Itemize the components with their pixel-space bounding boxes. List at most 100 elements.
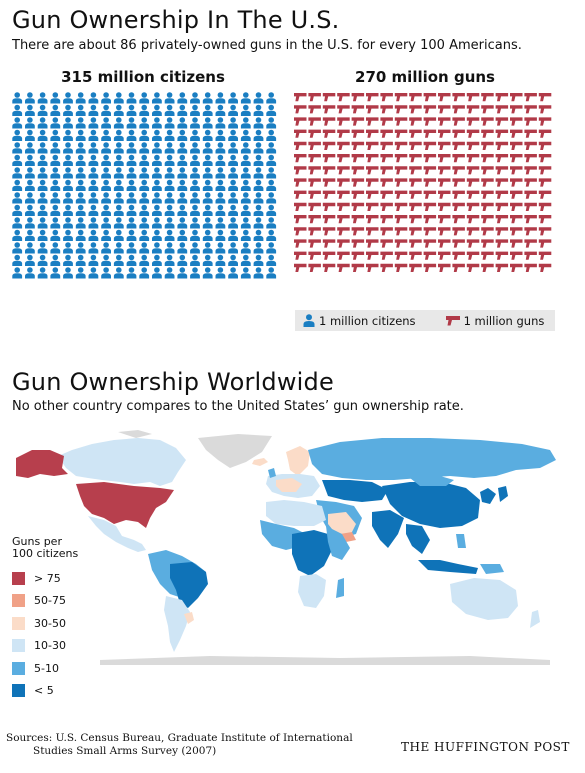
person-icon [12, 267, 23, 279]
pistol-icon [394, 239, 408, 248]
pistol-icon [524, 202, 537, 211]
person-icon [202, 254, 213, 266]
pistol-icon [466, 105, 480, 114]
pistol-icon [409, 105, 422, 114]
pistol-icon [524, 166, 537, 175]
pistol-icon [409, 202, 422, 211]
yemen [340, 532, 356, 542]
pistol-icon [481, 141, 494, 150]
person-icon [25, 229, 35, 241]
pistol-icon [351, 129, 365, 138]
person-icon [101, 167, 111, 179]
person-icon [75, 204, 86, 216]
pistol-icon [351, 141, 365, 150]
pistol-icon [409, 263, 422, 272]
person-icon [88, 192, 99, 204]
pistol-icon [380, 190, 393, 199]
pistol-icon [481, 93, 494, 102]
pistol-icon [322, 93, 336, 102]
pistol-icon [466, 202, 480, 211]
person-icon [266, 242, 277, 254]
pistol-icon [322, 263, 336, 272]
person-icon [152, 229, 162, 241]
pistol-icon [394, 202, 408, 211]
person-icon [50, 154, 61, 166]
person-icon [164, 92, 175, 104]
person-icon [126, 104, 137, 116]
person-icon [240, 254, 251, 266]
person-icon [215, 179, 226, 191]
pistol-icon [409, 215, 422, 224]
person-icon [101, 217, 111, 229]
person-icon [190, 154, 200, 166]
person-icon [50, 142, 61, 154]
pistol-icon [510, 215, 523, 224]
pistol-icon [510, 178, 523, 187]
person-icon [228, 129, 238, 141]
pistol-icon [538, 129, 552, 138]
person-icon [88, 229, 99, 241]
person-icon [152, 154, 162, 166]
person-icon [190, 192, 200, 204]
pistol-icon [366, 202, 379, 211]
person-icon [63, 217, 73, 229]
person-icon [12, 142, 23, 154]
legend-label-50-75: 50-75 [34, 594, 66, 608]
usa [76, 482, 174, 528]
pistol-icon [366, 263, 379, 272]
legend-label-5-10: 5-10 [34, 661, 59, 675]
pistol-icon [495, 202, 509, 211]
person-icon [303, 314, 315, 327]
person-icon [177, 179, 188, 191]
pistol-icon [438, 263, 451, 272]
person-icon [25, 217, 35, 229]
pistol-icon [524, 105, 537, 114]
person-icon [190, 267, 200, 279]
pistol-icon [510, 154, 523, 163]
person-icon [139, 104, 150, 116]
pistol-icon [524, 239, 537, 248]
pistol-icon [351, 117, 365, 126]
person-icon [12, 104, 23, 116]
person-icon [215, 142, 226, 154]
pistol-icon [510, 166, 523, 175]
person-icon [253, 217, 264, 229]
pistol-icon [438, 178, 451, 187]
person-icon [190, 92, 200, 104]
pistol-icon [452, 129, 465, 138]
pistol-icon [308, 154, 321, 163]
pistol-icon [423, 141, 437, 150]
pistol-icon [466, 251, 480, 260]
person-icon [266, 217, 277, 229]
person-icon [113, 204, 124, 216]
greenland [198, 434, 272, 468]
pistol-icon [380, 251, 393, 260]
pistol-icon [538, 178, 552, 187]
pistol-icon [481, 154, 494, 163]
pistol-icon [538, 93, 552, 102]
pistol-icon [538, 117, 552, 126]
swatch-5-10 [12, 661, 25, 675]
legend-row-lt5: < 5 [12, 680, 78, 703]
person-icon [215, 117, 226, 129]
pistol-icon [366, 93, 379, 102]
pistol-icon [366, 190, 379, 199]
pistol-icon [294, 263, 307, 272]
person-icon [228, 167, 238, 179]
person-icon [139, 267, 150, 279]
legend-guns: 1 million guns [445, 314, 544, 328]
indonesia [418, 560, 478, 574]
pistol-icon [394, 117, 408, 126]
person-icon [75, 167, 86, 179]
pistol-icon [294, 105, 307, 114]
person-icon [202, 154, 213, 166]
pistol-icon [524, 227, 537, 236]
section-subtitle: No other country compares to the United … [12, 399, 464, 414]
pistol-icon [438, 154, 451, 163]
person-icon [253, 167, 264, 179]
person-icon [253, 104, 264, 116]
person-icon [177, 92, 188, 104]
pistol-icon [495, 141, 509, 150]
pistol-icon [495, 178, 509, 187]
person-icon [215, 192, 226, 204]
